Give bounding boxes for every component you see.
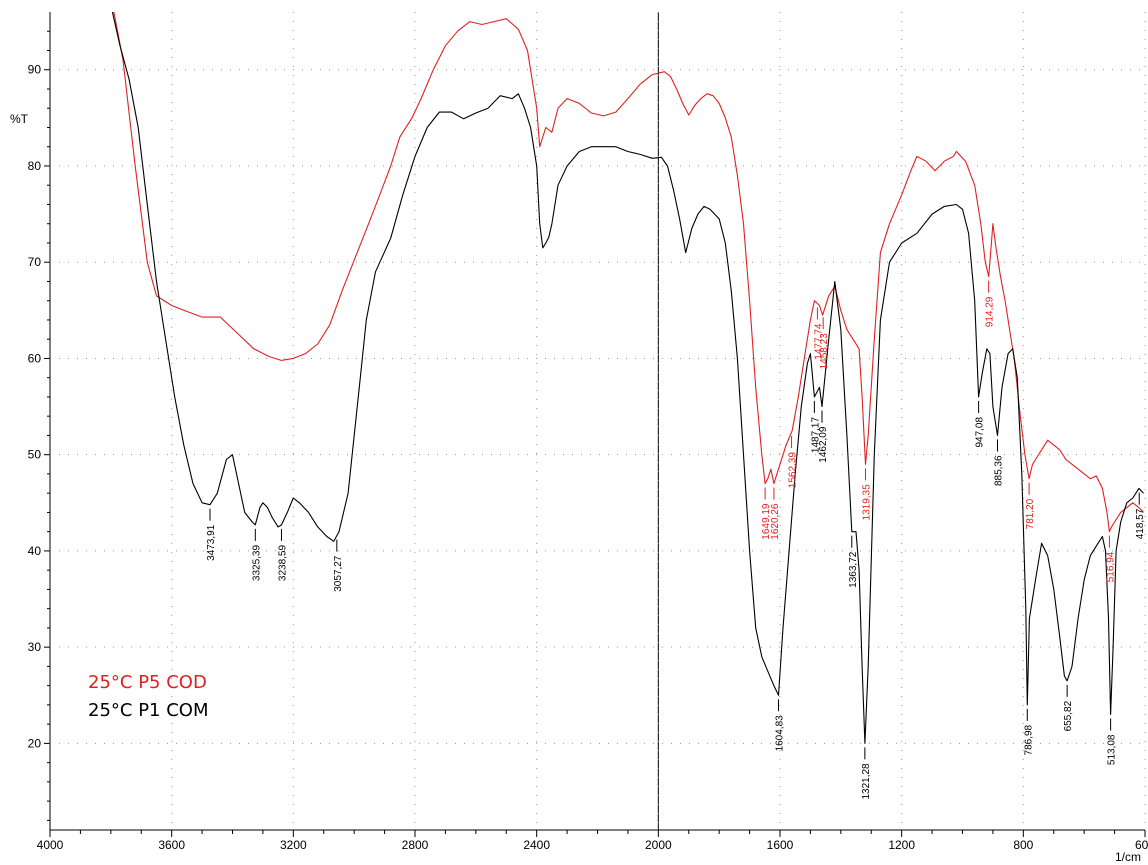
x-tick-label: 2000 [645,838,672,852]
y-tick-label: 50 [28,448,42,462]
peak-label: 885,36 [993,455,1004,486]
peak-label: 781,20 [1025,498,1036,529]
x-tick-label: 1600 [767,838,794,852]
peak-label: 655,82 [1063,700,1074,731]
peak-label: 947,08 [975,417,986,448]
y-tick-label: 80 [28,159,42,173]
peak-label: 1562,39 [788,452,799,489]
peak-label: 1363,72 [848,551,859,588]
x-tick-label: 1200 [888,838,915,852]
y-tick-label: 30 [28,640,42,654]
peak-label: 1462,09 [818,426,829,463]
y-tick-label: 70 [28,255,42,269]
peak-label: 418,57 [1135,508,1146,539]
y-tick-label: 40 [28,544,42,558]
peak-labels: 3473,91 3325,39 3238,59 3057,27 1649,191620,… [206,280,1146,800]
x-tick-label: 3200 [280,838,307,852]
y-tick-label: 90 [28,63,42,77]
x-tick-label: 800 [1013,838,1033,852]
peak-label: 513,08 [1107,734,1118,765]
y-tick-label: 20 [28,736,42,750]
peak-label: 3325,39 [251,545,262,582]
x-tick-label: 600 [1135,838,1148,852]
peak-label: 516,94 [1105,551,1116,582]
peak-label: 786,98 [1023,724,1034,755]
peak-label: 914,29 [985,296,996,327]
y-tick-label: 60 [28,351,42,365]
peak-label: 1620,26 [770,503,781,540]
peak-label: 1321,28 [861,763,872,800]
x-tick-label: 3600 [158,838,185,852]
peak-label: 1477,74 [813,323,824,360]
series-line-cod [113,11,1144,533]
peak-label: 3057,27 [333,555,344,592]
x-tick-label: 2800 [402,838,429,852]
x-tick-label: 2400 [523,838,550,852]
peak-label: 1458,23 [819,333,830,370]
peak-label: 1649,19 [761,503,772,540]
peak-label: 1319,35 [861,484,872,521]
peak-label: 1487,17 [810,417,821,454]
peak-label: 3238,59 [277,545,288,582]
peak-label: 3473,91 [206,524,217,561]
series-lines [111,11,1144,744]
peak-label: 1604,83 [774,715,785,752]
series-line-com [111,11,1144,744]
legend-entry-cod: 25°C P5 COD [88,672,207,693]
x-axis-label: 1/cm [1115,850,1141,864]
x-tick-label: 4000 [37,838,64,852]
y-axis-label: %T [10,112,29,126]
legend-entry-com: 25°C P1 COM [88,700,209,721]
axis-ticks: 4000 3600 3200 2800 2400 2000 1600 1200 800 600 20… [28,30,1148,852]
